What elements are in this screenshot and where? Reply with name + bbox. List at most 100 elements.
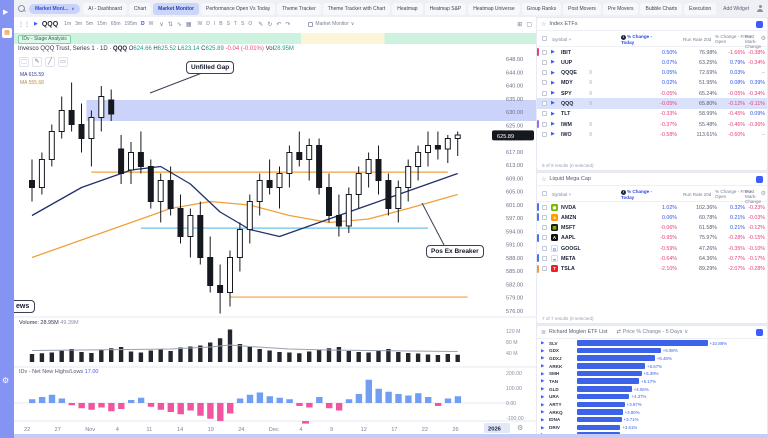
etf-bar-row-slv[interactable]: ▶ SLV +10.88% bbox=[537, 339, 767, 347]
tab-group-ranks[interactable]: Group Ranks bbox=[521, 2, 562, 15]
col-run-rate[interactable]: Run Rate 20d bbox=[683, 191, 712, 197]
quick-button-1[interactable]: D bbox=[206, 21, 210, 27]
refresh-icon[interactable]: ↻ bbox=[267, 21, 273, 28]
metric-selector[interactable]: ⇄ Price % Change - 5 Days ∨ bbox=[616, 329, 688, 335]
chart-play-icon[interactable]: ▶ bbox=[541, 355, 545, 361]
watchlist-star-icon[interactable]: ☆ bbox=[541, 176, 547, 183]
expand-rail-icon[interactable]: ▶ bbox=[3, 9, 9, 16]
etf-bar-row-driv[interactable]: ▶ DRIV +3.61% bbox=[537, 424, 767, 432]
col-post-market[interactable]: Post Mark- Change bbox=[745, 33, 762, 49]
chart-play-icon[interactable]: ▶ bbox=[541, 424, 545, 430]
chart-play-icon[interactable]: ▶ bbox=[551, 131, 555, 138]
tab-market-monitor[interactable]: Market Monitor bbox=[153, 2, 199, 15]
table-row-aapl[interactable]: A AAPL -0.95% 75.97% -0.28% -0.15% bbox=[537, 233, 767, 243]
etf-bar-row-ura[interactable]: ▶ URA +4.37% bbox=[537, 393, 767, 401]
panel-link-color-icon[interactable] bbox=[756, 175, 763, 183]
etf-bar-row-gdx[interactable]: ▶ GDX +6.98% bbox=[537, 347, 767, 355]
redo-icon[interactable]: ↷ bbox=[285, 21, 291, 28]
annotation-pos-ex-breaker[interactable]: Pos Ex Breaker bbox=[426, 245, 484, 258]
user-avatar-icon[interactable] bbox=[756, 5, 764, 13]
tab-execution[interactable]: Execution bbox=[684, 2, 717, 15]
note-tool-icon[interactable]: ▭ bbox=[58, 57, 68, 67]
chart-play-icon[interactable]: ▶ bbox=[541, 401, 545, 407]
table-row-qqq[interactable]: ▶ QQQ ≣ -0.05% 65.80% -0.12% -0.11% bbox=[537, 98, 767, 109]
chart-play-icon[interactable]: ▶ bbox=[551, 49, 555, 55]
etf-bar-row-arkk[interactable]: ▶ ARKK +5.67% bbox=[537, 362, 767, 370]
play-icon[interactable]: ▶ bbox=[34, 21, 38, 27]
col-change-today[interactable]: i% Change - Today bbox=[621, 188, 653, 200]
drag-handle-icon[interactable]: ⋮⋮ bbox=[18, 21, 30, 28]
tab-heatmap-universe[interactable]: Heatmap Universe bbox=[468, 2, 520, 15]
timeframe-D[interactable]: D bbox=[141, 21, 145, 27]
tab-bubble-charts[interactable]: Bubble Charts bbox=[640, 2, 683, 15]
table-row-iwm[interactable]: ▶ IWM ≣ -0.37% 55.48% -0.46% -0.36% bbox=[537, 119, 767, 129]
etf-bar-row-idna[interactable]: ▶ IDNA +3.71% bbox=[537, 416, 767, 424]
row-checkbox[interactable] bbox=[542, 204, 547, 210]
draw-icon[interactable]: ✎ bbox=[258, 21, 264, 28]
row-checkbox[interactable] bbox=[542, 80, 547, 86]
chart-play-icon[interactable]: ▶ bbox=[541, 393, 545, 399]
table-row-mdy[interactable]: ▶ MDY ≣ 0.02% 51.95% 0.08% 0.39% bbox=[537, 78, 767, 88]
table-row-msft[interactable]: ▦ MSFT -0.06% 61.58% 0.21% -0.12% bbox=[537, 223, 767, 233]
timeframe-W[interactable]: W bbox=[148, 21, 154, 27]
chart-play-icon[interactable]: ▶ bbox=[551, 110, 555, 117]
tab-theme-tracker-with-chart[interactable]: Theme Tracker with Chart bbox=[322, 2, 391, 15]
row-checkbox[interactable] bbox=[542, 111, 547, 117]
table-row-ibit[interactable]: ▶ IBIT 0.50% 76.98% -1.66% -0.38% bbox=[537, 47, 767, 57]
chart-play-icon[interactable]: ▶ bbox=[541, 340, 545, 345]
search-icon[interactable] bbox=[18, 4, 26, 13]
etf-bar-row-smh[interactable]: ▶ SMH +5.38% bbox=[537, 370, 767, 378]
col-post-market[interactable]: Post Mark- Change bbox=[745, 188, 762, 204]
timeframe-5m[interactable]: 5m bbox=[86, 21, 94, 27]
table-row-qqqe[interactable]: ▶ QQQE ≣ 0.05% 72.69% 0.03% – bbox=[537, 68, 767, 78]
chart-play-icon[interactable]: ▶ bbox=[551, 90, 555, 97]
col-change-today[interactable]: i% Change - Today bbox=[621, 33, 653, 45]
chart-play-icon[interactable]: ▶ bbox=[541, 416, 545, 422]
quick-button-6[interactable]: S bbox=[241, 21, 245, 27]
row-checkbox[interactable] bbox=[542, 266, 547, 272]
row-checkbox[interactable] bbox=[542, 245, 547, 251]
etf-bar-row-arty[interactable]: ▶ ARTY +3.97% bbox=[537, 401, 767, 409]
etf-bar-row-gld[interactable]: ▶ GLD +4.56% bbox=[537, 385, 767, 393]
panel-link-color-icon[interactable] bbox=[756, 328, 763, 336]
select-tool-icon[interactable]: ⬚ bbox=[19, 57, 29, 67]
row-checkbox[interactable] bbox=[542, 214, 547, 220]
row-checkbox[interactable] bbox=[542, 100, 547, 106]
row-checkbox[interactable] bbox=[542, 70, 547, 76]
add-widget-button[interactable]: Add Widget bbox=[723, 5, 749, 12]
rail-settings-gear-icon[interactable]: ⚙ bbox=[2, 376, 10, 385]
timeframe-3m[interactable]: 3m bbox=[75, 21, 83, 27]
table-row-googl[interactable]: G GOOGL -0.59% 47.26% -0.35% -0.10% bbox=[537, 243, 767, 253]
table-settings-gear-icon[interactable]: ⚙ bbox=[760, 191, 766, 197]
workspace-widget-icon[interactable]: ▦ bbox=[2, 28, 12, 38]
chart-play-icon[interactable]: ▶ bbox=[551, 59, 555, 66]
quick-button-5[interactable]: T bbox=[233, 21, 238, 27]
row-checkbox[interactable] bbox=[542, 131, 547, 137]
linked-widget-dropdown[interactable]: Market Monitor ∨ bbox=[308, 21, 354, 27]
chart-play-icon[interactable]: ▶ bbox=[551, 121, 555, 128]
chart-play-icon[interactable]: ▶ bbox=[541, 370, 545, 376]
table-row-spy[interactable]: ▶ SPY ≣ -0.05% 65.24% -0.05% -0.34% bbox=[537, 88, 767, 98]
chart-play-icon[interactable]: ▶ bbox=[541, 363, 545, 369]
watchlist-star-icon[interactable]: ☆ bbox=[541, 21, 547, 28]
select-all-checkbox[interactable] bbox=[542, 191, 547, 196]
row-checkbox[interactable] bbox=[542, 225, 547, 231]
tab-heatmap[interactable]: Heatmap bbox=[392, 2, 423, 15]
tab-ai-dashboard[interactable]: AI - Dashboard bbox=[83, 2, 127, 15]
maximize-icon[interactable]: ▢ bbox=[526, 21, 532, 28]
chart-play-icon[interactable]: ▶ bbox=[541, 378, 545, 384]
timeframe-1m[interactable]: 1m bbox=[64, 21, 72, 27]
col-from-open[interactable]: % Change - From Open bbox=[715, 33, 752, 44]
etf-bar-row-gdxj[interactable]: ▶ GDXJ +6.48% bbox=[537, 354, 767, 362]
news-button[interactable]: ews bbox=[12, 300, 36, 313]
quick-button-3[interactable]: B bbox=[219, 21, 223, 27]
row-checkbox[interactable] bbox=[542, 90, 547, 96]
tab-heatmap-s-p[interactable]: Heatmap S&P bbox=[424, 2, 467, 15]
quick-button-4[interactable]: S bbox=[226, 21, 230, 27]
screenshot-icon[interactable]: ⊞ bbox=[517, 21, 523, 28]
row-checkbox[interactable] bbox=[542, 49, 547, 55]
row-checkbox[interactable] bbox=[542, 235, 547, 241]
compare-icon[interactable]: ⇅ bbox=[167, 21, 173, 28]
axis-settings-gear-icon[interactable]: ⚙ bbox=[517, 425, 524, 432]
tab-theme-tracker[interactable]: Theme Tracker bbox=[277, 2, 321, 15]
